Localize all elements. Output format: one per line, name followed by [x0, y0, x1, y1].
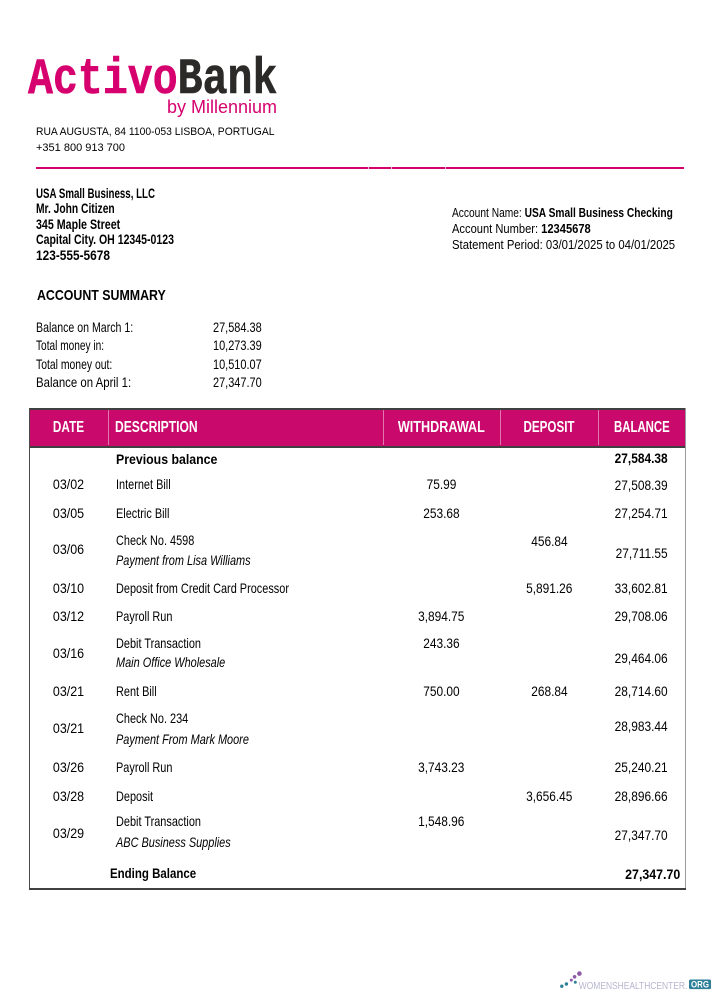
svg-text:ORG: ORG: [691, 979, 709, 989]
svg-text:WOMENSHEALTHCENTER.: WOMENSHEALTHCENTER.: [579, 981, 688, 992]
